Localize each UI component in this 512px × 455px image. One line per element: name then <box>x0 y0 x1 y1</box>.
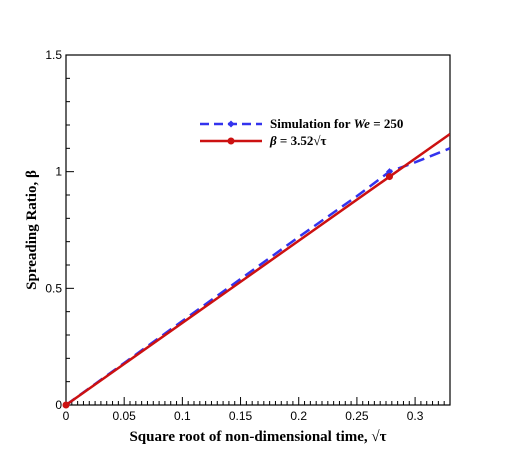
series-fit-marker <box>63 402 70 409</box>
legend-fit-label: β = 3.52√τ <box>269 133 326 148</box>
x-axis-title: Square root of non-dimensional time, √τ <box>129 429 386 445</box>
legend-simulation-suffix: = 250 <box>370 116 403 131</box>
y-axis-ticks: 0 0.5 1 1.5 <box>45 48 74 412</box>
y-tick-label: 0 <box>55 398 62 412</box>
x-tick-label: 0.15 <box>229 409 253 423</box>
x-tick-label: 0.25 <box>345 409 369 423</box>
legend-fit-marker <box>228 138 235 145</box>
x-tick-label: 0.1 <box>174 409 191 423</box>
x-tick-label: 0.2 <box>290 409 307 423</box>
legend-fit-rest: = 3.52√τ <box>277 133 327 148</box>
series-simulation-line <box>66 148 450 405</box>
legend: Simulation for We = 250 β = 3.52√τ <box>200 116 403 148</box>
x-tick-label: 0 <box>63 409 70 423</box>
y-tick-label: 1.5 <box>45 48 62 62</box>
legend-simulation-label: Simulation for We = 250 <box>270 116 403 131</box>
series-fit-line <box>66 134 450 405</box>
series-fit-marker <box>386 173 393 180</box>
y-tick-label: 1 <box>55 165 62 179</box>
legend-simulation-marker <box>228 121 235 128</box>
legend-simulation-we: We <box>354 116 371 131</box>
x-tick-label: 0.05 <box>113 409 137 423</box>
x-tick-label: 0.3 <box>407 409 424 423</box>
plot-frame <box>66 55 450 405</box>
legend-simulation-prefix: Simulation for <box>270 116 354 131</box>
series-layer <box>63 134 451 409</box>
y-tick-label: 0.5 <box>45 281 62 295</box>
y-axis-title: Spreading Ratio, β <box>24 170 40 290</box>
x-axis-ticks: 0 0.05 0.1 0.15 0.2 0.25 0.3 <box>63 397 450 423</box>
